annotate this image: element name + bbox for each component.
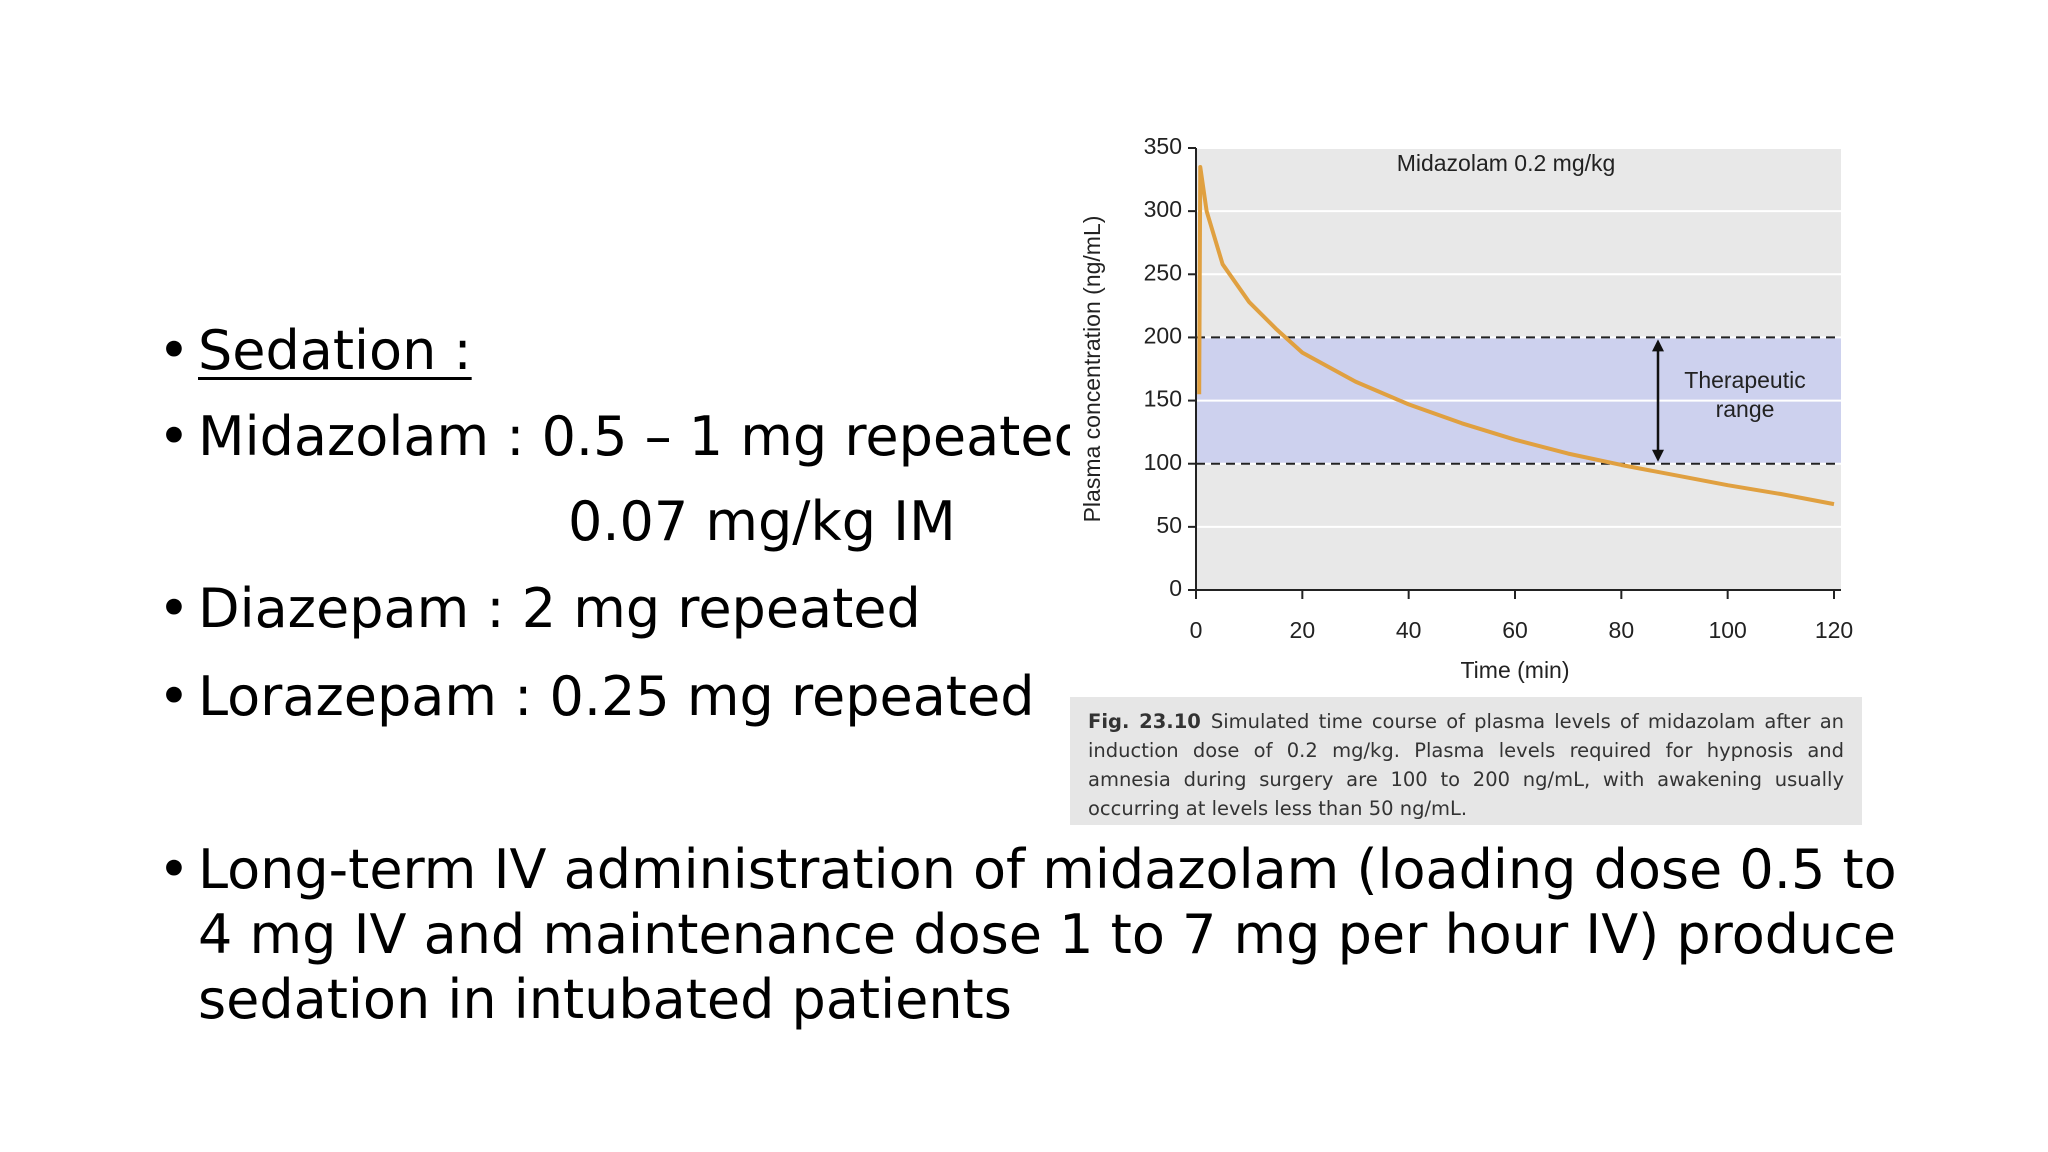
annotation: Therapeutic range: [1684, 367, 1806, 422]
y-tick-label: 150: [1144, 386, 1182, 412]
arrow-head: [1652, 449, 1664, 462]
indented-line: 0.07 mg/kg IM: [568, 489, 956, 554]
chart-title: Midazolam 0.2 mg/kg: [1397, 150, 1616, 176]
x-tick-label: 100: [1708, 617, 1746, 643]
y-tick-label: 350: [1144, 133, 1182, 159]
y-tick-label: 0: [1169, 575, 1182, 601]
x-tick-label: 20: [1290, 617, 1316, 643]
bullet-text: Midazolam : 0.5 – 1 mg repeated: [198, 405, 1088, 468]
caption-text: Simulated time course of plasma levels o…: [1088, 710, 1845, 820]
x-axis-label: Time (min): [1460, 657, 1569, 683]
bullet-text: Long-term IV administration of midazolam…: [198, 838, 1897, 1031]
bullet-text: Diazepam : 2 mg repeated: [198, 577, 921, 640]
y-axis-label: Plasma concentration (ng/mL): [1079, 216, 1105, 523]
y-tick-label: 250: [1144, 259, 1182, 285]
bullet-text: 0.07 mg/kg IM: [568, 490, 956, 553]
x-tick-label: 60: [1502, 617, 1528, 643]
caption-label: Fig. 23.10: [1088, 710, 1201, 733]
bullet-text: Sedation :: [198, 319, 472, 382]
x-tick-label: 40: [1396, 617, 1422, 643]
caption: Fig. 23.10 Simulated time course of plasm…: [1070, 697, 1862, 825]
x-tick-label: 0: [1190, 617, 1203, 643]
x-tick-label: 120: [1815, 617, 1853, 643]
data-line: [1197, 164, 1835, 507]
arrow-head: [1652, 339, 1664, 352]
y-tick-label: 100: [1144, 449, 1182, 475]
x-tick-label: 80: [1609, 617, 1635, 643]
y-tick-label: 300: [1144, 196, 1182, 222]
bullet-text: Lorazepam : 0.25 mg repeated: [198, 665, 1035, 728]
y-tick-label: 200: [1144, 323, 1182, 349]
y-tick-label: 50: [1156, 512, 1182, 538]
